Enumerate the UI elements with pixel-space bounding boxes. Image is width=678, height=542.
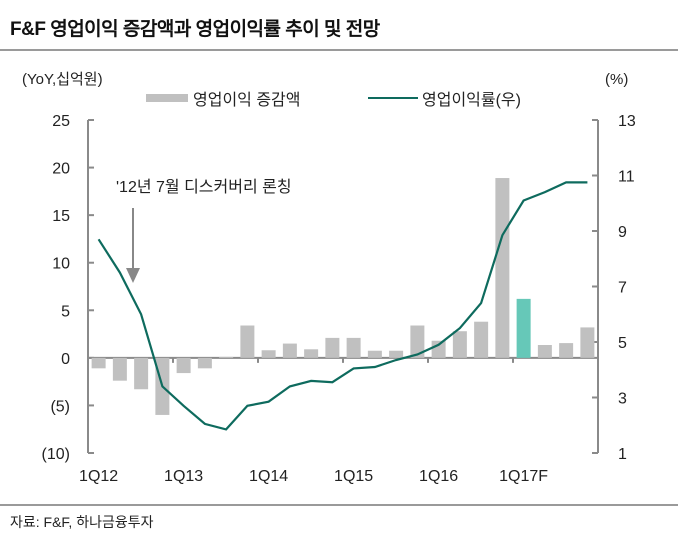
x-tick-label: 1Q12: [79, 468, 118, 485]
bar-4Q15: [410, 325, 425, 358]
bar-4Q17F: [580, 327, 595, 358]
legend: 영업이익 증감액 영업이익률(우): [146, 91, 521, 109]
bar-2Q14: [282, 343, 297, 358]
x-tick-label: 1Q13: [164, 468, 203, 485]
bar-1Q14: [261, 350, 276, 358]
bar-3Q16: [474, 321, 489, 358]
annotation: '12년 7월 디스커버리 론칭: [116, 178, 292, 283]
legend-bar-label: 영업이익 증감액: [193, 91, 301, 109]
bar-2Q12: [112, 357, 127, 381]
bar-2Q17F: [537, 345, 552, 358]
left-tick-label: (10): [42, 446, 70, 463]
legend-bar-swatch: [146, 94, 188, 102]
left-tick-label: (5): [50, 398, 70, 415]
right-tick-label: 11: [618, 169, 635, 186]
annotation-text: '12년 7월 디스커버리 론칭: [116, 178, 292, 196]
bar-4Q14: [325, 337, 340, 358]
x-tick-label: 1Q17F: [499, 468, 548, 485]
right-tick-label: 5: [618, 335, 627, 352]
bar-3Q12: [134, 357, 149, 390]
bar-3Q14: [304, 349, 319, 358]
left-tick-label: 15: [52, 208, 70, 225]
right-tick-label: 3: [618, 391, 627, 408]
chart-title: F&F 영업이익 증감액과 영업이익률 추이 및 전망: [10, 19, 380, 40]
left-tick-label: 20: [52, 161, 70, 178]
legend-line-label: 영업이익률(우): [422, 91, 521, 109]
right-axis-unit: (%): [605, 71, 628, 88]
bar-1Q12: [91, 357, 106, 369]
bar-1Q13: [176, 357, 191, 374]
bar-2Q16: [452, 331, 467, 358]
source-note: 자료: F&F, 하나금융투자: [10, 514, 154, 530]
margin-line: [97, 181, 588, 431]
bar-2Q15: [367, 350, 382, 358]
left-tick-label: 5: [61, 303, 70, 320]
bar-1Q17F: [516, 298, 531, 358]
bar-3Q17F: [559, 343, 574, 358]
x-tick-label: 1Q14: [249, 468, 288, 485]
left-tick-label: 25: [52, 113, 70, 130]
left-tick-label: 10: [52, 256, 70, 273]
right-tick-label: 13: [618, 113, 636, 130]
right-tick-label: 1: [618, 446, 627, 463]
right-tick-label: 9: [618, 224, 627, 241]
x-tick-label: 1Q16: [419, 468, 458, 485]
bar-4Q13: [240, 325, 255, 358]
x-tick-label: 1Q15: [334, 468, 373, 485]
footer-divider: [0, 504, 678, 506]
bar-3Q15: [389, 350, 404, 358]
bar-1Q16: [431, 340, 446, 358]
bar-2Q13: [197, 357, 212, 369]
title-divider: [0, 49, 678, 51]
right-tick-label: 7: [618, 280, 627, 297]
left-tick-label: 0: [61, 351, 70, 368]
annotation-arrow-head-icon: [126, 268, 140, 283]
bar-3Q13: [219, 356, 234, 358]
left-axis-unit: (YoY,십억원): [22, 71, 103, 88]
bar-4Q16: [495, 178, 510, 358]
bar-1Q15: [346, 337, 361, 358]
